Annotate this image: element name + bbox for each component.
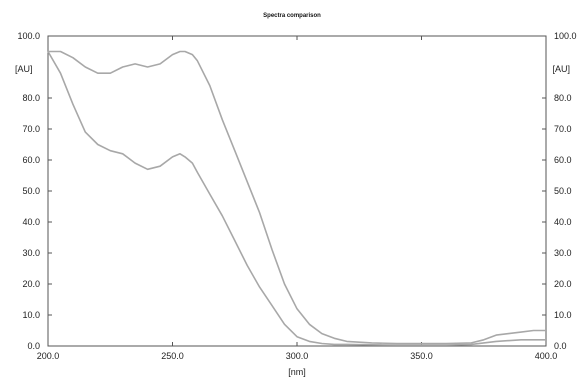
plot-border [47, 35, 547, 347]
y-axis-unit-right: [AU] [552, 64, 570, 74]
series-group [47, 50, 546, 346]
y-tick-label-left: 80.0 [22, 93, 40, 103]
y-tick-label-right: 20.0 [554, 279, 572, 289]
y-tick-label-left: 50.0 [22, 186, 40, 196]
y-tick-label-right: 30.0 [554, 248, 572, 258]
x-tick-label: 350.0 [410, 351, 433, 361]
y-tick-label-right: 100.0 [554, 31, 577, 41]
x-tick-label: 200.0 [37, 351, 60, 361]
y-tick-label-right: 60.0 [554, 155, 572, 165]
y-axis-unit-left: [AU] [15, 64, 33, 74]
series-line-1 [48, 50, 546, 345]
plot-frame [47, 35, 547, 347]
y-tick-label-left: 20.0 [22, 279, 40, 289]
y-tick-label-left: 10.0 [22, 310, 40, 320]
y-tick-label-right: 0.0 [554, 341, 567, 351]
x-tick-label: 400.0 [535, 351, 558, 361]
x-tick-label: 300.0 [286, 351, 309, 361]
x-axis-unit: [nm] [288, 367, 306, 377]
y-tick-label-left: 30.0 [22, 248, 40, 258]
axis-ticks: 200.0 250.0 300.0 350.0 400.00.0 0.010.0 10.02… [17, 31, 576, 361]
y-tick-label-left: 70.0 [22, 124, 40, 134]
series-line-2 [47, 51, 546, 346]
x-tick-label: 250.0 [161, 351, 184, 361]
chart-title: Spectra comparison [263, 13, 321, 19]
y-tick-label-left: 100.0 [17, 31, 40, 41]
y-tick-label-right: 70.0 [554, 124, 572, 134]
y-tick-label-left: 60.0 [22, 155, 40, 165]
y-tick-label-left: 0.0 [27, 341, 40, 351]
y-tick-label-right: 80.0 [554, 93, 572, 103]
y-tick-label-right: 10.0 [554, 310, 572, 320]
y-tick-label-left: 40.0 [22, 217, 40, 227]
y-tick-label-right: 40.0 [554, 217, 572, 227]
y-tick-label-right: 50.0 [554, 186, 572, 196]
